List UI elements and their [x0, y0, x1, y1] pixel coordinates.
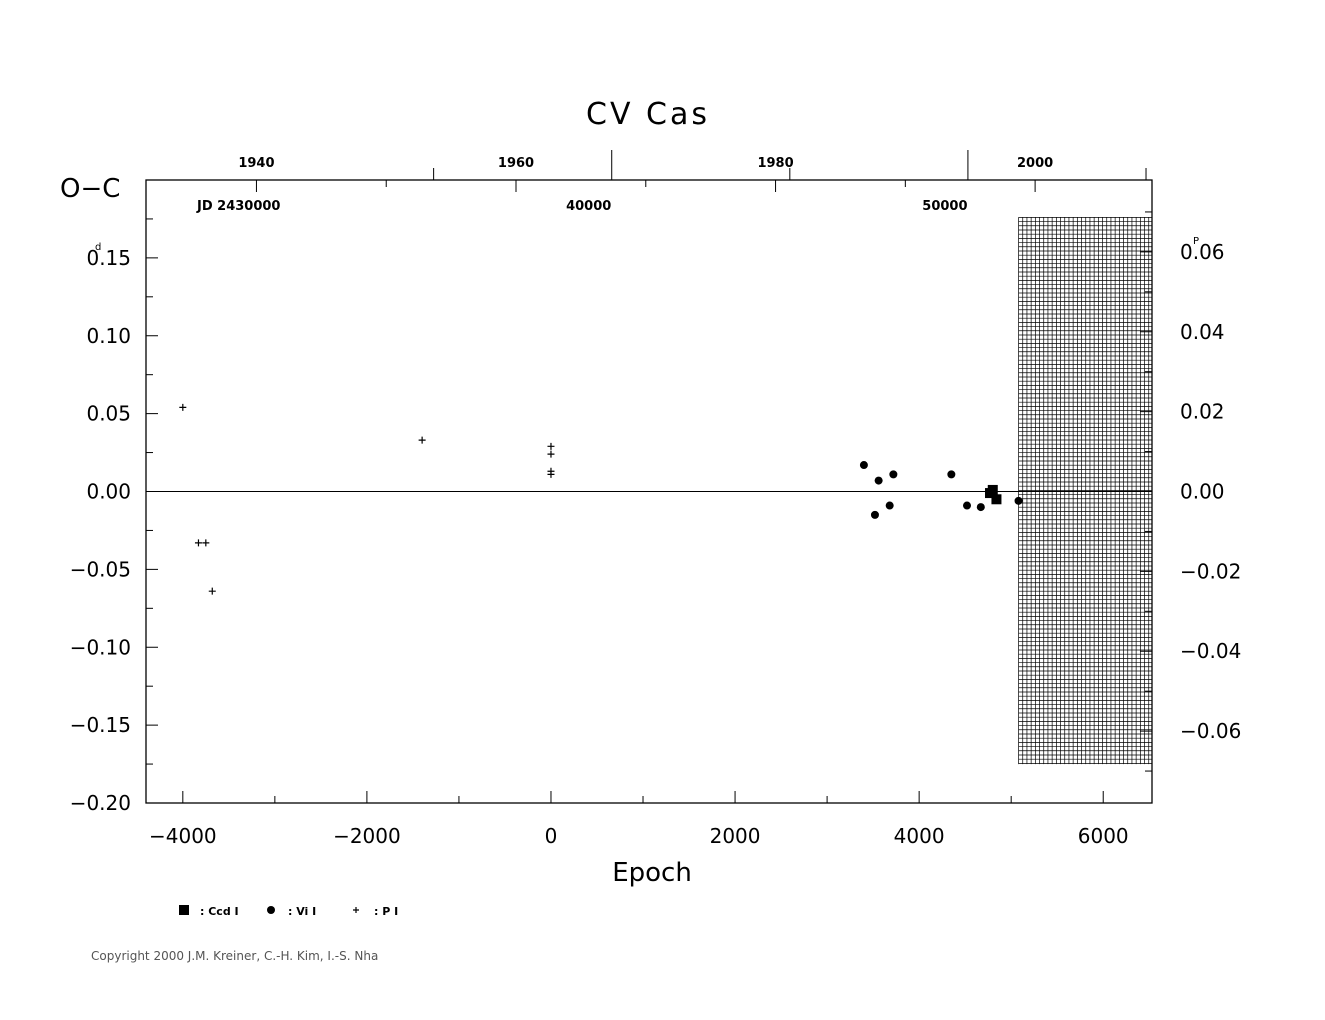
visual-point: [976, 503, 985, 512]
year-tick-label: 1960: [498, 156, 534, 171]
year-tick-label: 2000: [1017, 156, 1053, 171]
legend-vi-label: : Vi I: [288, 905, 316, 918]
jd-tick-label: 50000: [922, 199, 967, 214]
y2-tick-label: −0.04: [1180, 639, 1241, 663]
visual-point: [1014, 496, 1023, 505]
y2-axis-unit: P: [1193, 236, 1199, 247]
legend-ccd-label: : Ccd I: [200, 905, 239, 918]
year-tick-label: 1980: [757, 156, 793, 171]
legend-ccd-marker: [179, 905, 189, 915]
photographic-point: [179, 403, 187, 411]
y-tick-label: −0.20: [70, 791, 131, 815]
y-tick-label: 0.15: [86, 246, 131, 270]
y-tick-label: −0.15: [70, 713, 131, 737]
y-axis-label: O−C: [60, 174, 120, 204]
x-tick-label: 0: [545, 824, 558, 848]
x-tick-label: 2000: [710, 824, 761, 848]
year-tick-label: 1940: [238, 156, 274, 171]
visual-point: [889, 470, 898, 479]
ccd-point: [987, 484, 998, 495]
photographic-point: [547, 470, 555, 478]
photographic-point: [418, 436, 426, 444]
legend-p-label: : P I: [374, 905, 398, 918]
y2-tick-label: −0.06: [1180, 719, 1241, 743]
visual-point: [962, 501, 971, 510]
y2-tick-label: 0.04: [1180, 320, 1225, 344]
visual-point: [885, 501, 894, 510]
visual-point: [874, 476, 883, 485]
x-tick-label: 4000: [894, 824, 945, 848]
photographic-point: [547, 450, 555, 458]
y2-tick-label: 0.02: [1180, 400, 1225, 424]
visual-point: [947, 470, 956, 479]
x-tick-label: 6000: [1078, 824, 1129, 848]
chart-title: CV Cas: [586, 97, 710, 132]
y-tick-label: 0.00: [86, 480, 131, 504]
legend: : Ccd I : Vi I : P I: [179, 905, 398, 918]
y2-tick-label: 0.00: [1180, 480, 1225, 504]
photographic-point: [194, 539, 202, 547]
x-tick-label: −4000: [149, 824, 217, 848]
legend-p-marker: [353, 907, 359, 913]
y-tick-label: 0.05: [86, 402, 131, 426]
y2-tick-label: −0.02: [1180, 559, 1241, 583]
y-tick-label: −0.05: [70, 557, 131, 581]
photographic-point: [547, 442, 555, 450]
jd-tick-label: 40000: [566, 199, 611, 214]
y2-tick-label: 0.06: [1180, 240, 1225, 264]
y-axis-unit: d: [95, 242, 101, 253]
legend-vi-marker: [267, 906, 275, 914]
y-tick-label: 0.10: [86, 324, 131, 348]
photographic-point: [208, 587, 216, 595]
jd-prefix-label: JD 2430000: [196, 199, 280, 214]
x-axis-label: Epoch: [612, 858, 692, 888]
copyright-notice: Copyright 2000 J.M. Kreiner, C.-H. Kim, …: [91, 949, 379, 963]
x-tick-label: −2000: [333, 824, 401, 848]
ccd-point: [991, 494, 1002, 505]
photographic-point: [202, 539, 210, 547]
visual-point: [870, 510, 879, 519]
visual-point: [859, 461, 868, 470]
shaded-future-region: [1018, 217, 1152, 765]
y-tick-label: −0.10: [70, 635, 131, 659]
